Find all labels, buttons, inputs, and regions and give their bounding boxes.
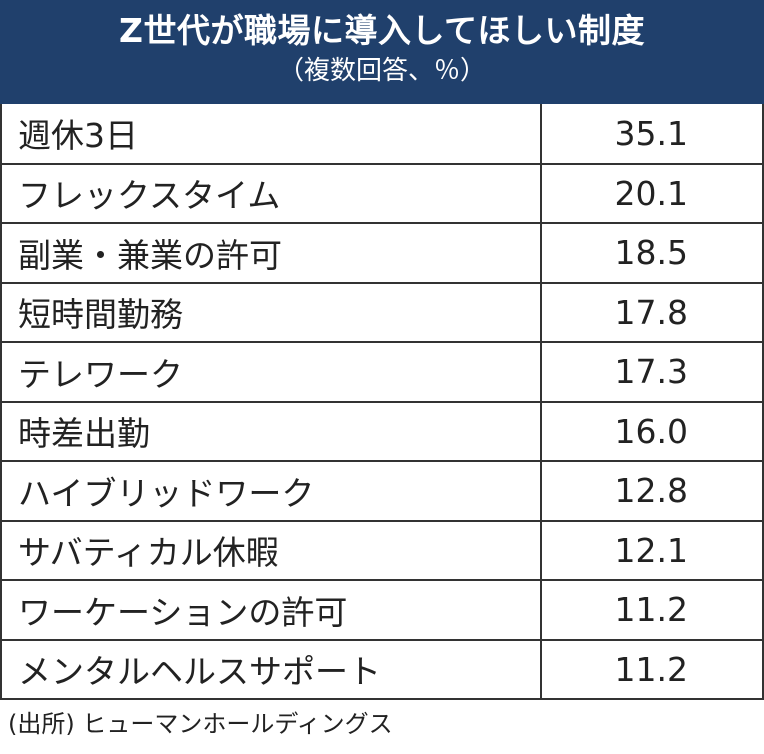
row-label: 週休3日 (0, 104, 542, 165)
row-value: 12.1 (540, 519, 764, 581)
table-row: テレワーク 17.3 (0, 341, 764, 403)
table-row: 短時間勤務 17.8 (0, 281, 764, 343)
row-value: 12.8 (540, 460, 764, 522)
row-label: 時差出勤 (0, 400, 542, 462)
row-label: テレワーク (0, 341, 542, 403)
row-label: 短時間勤務 (0, 281, 542, 343)
table-row: 副業・兼業の許可 18.5 (0, 222, 764, 284)
table-row: ワーケーションの許可 11.2 (0, 579, 764, 641)
row-label: ワーケーションの許可 (0, 579, 542, 641)
row-value: 20.1 (540, 162, 764, 224)
table-row: ハイブリッドワーク 12.8 (0, 460, 764, 522)
row-value: 11.2 (540, 579, 764, 641)
table-row: フレックスタイム 20.1 (0, 162, 764, 224)
row-value: 16.0 (540, 400, 764, 462)
row-label: メンタルヘルスサポート (0, 638, 542, 700)
source-note: (出所) ヒューマンホールディングス (8, 710, 393, 738)
row-label: ハイブリッドワーク (0, 460, 542, 522)
row-value: 17.8 (540, 281, 764, 343)
row-value: 35.1 (540, 104, 764, 165)
chart-subtitle: （複数回答、％） (277, 56, 486, 86)
table-row: メンタルヘルスサポート 11.2 (0, 638, 764, 700)
row-value: 17.3 (540, 341, 764, 403)
row-value: 11.2 (540, 638, 764, 700)
row-label: サバティカル休暇 (0, 519, 542, 581)
table-body: 週休3日 35.1 フレックスタイム 20.1 副業・兼業の許可 18.5 短時間勤務 17.… (0, 104, 764, 700)
table-row: 週休3日 35.1 (0, 104, 764, 165)
data-table: 週休3日 35.1 フレックスタイム 20.1 副業・兼業の許可 18.5 短時間勤務 17.… (0, 104, 764, 700)
row-value: 18.5 (540, 222, 764, 284)
row-label: フレックスタイム (0, 162, 542, 224)
table-row: サバティカル休暇 12.1 (0, 519, 764, 581)
chart-title: Z世代が職場に導入してほしい制度 (119, 11, 645, 50)
table-row: 時差出勤 16.0 (0, 400, 764, 462)
chart-header: Z世代が職場に導入してほしい制度 （複数回答、％） (0, 0, 764, 104)
row-label: 副業・兼業の許可 (0, 222, 542, 284)
